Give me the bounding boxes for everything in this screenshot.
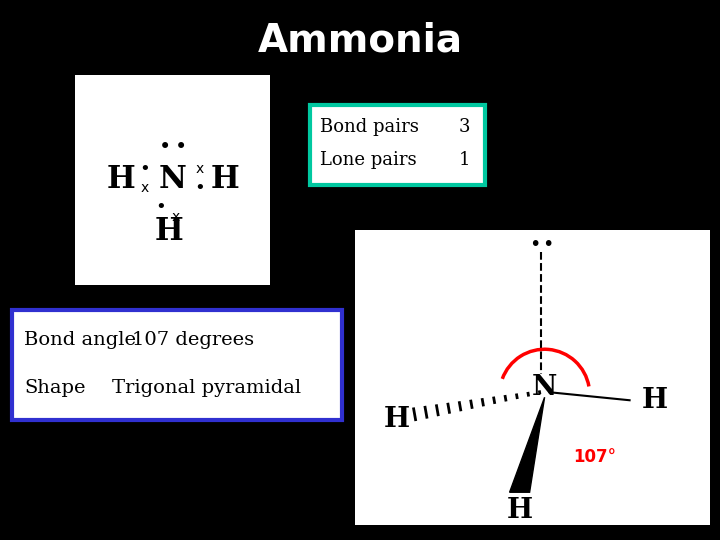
Text: H: H — [642, 387, 667, 414]
Text: N: N — [532, 374, 557, 401]
Bar — [75, 75, 270, 285]
Text: Trigonal pyramidal: Trigonal pyramidal — [112, 379, 301, 397]
Text: Shape: Shape — [24, 379, 86, 397]
Text: H: H — [384, 406, 410, 433]
Text: 3: 3 — [459, 118, 470, 136]
Text: 1: 1 — [459, 151, 470, 169]
Text: H: H — [155, 217, 184, 247]
Text: •: • — [139, 160, 150, 178]
Text: •: • — [194, 179, 205, 197]
Text: •: • — [155, 198, 166, 216]
Polygon shape — [510, 397, 544, 492]
Text: H: H — [210, 165, 239, 195]
Bar — [12, 310, 342, 420]
Text: N: N — [158, 165, 186, 195]
Bar — [310, 105, 485, 185]
Text: •: • — [158, 137, 171, 157]
Text: Bond angle: Bond angle — [24, 331, 136, 349]
Text: Bond pairs: Bond pairs — [320, 118, 419, 136]
Text: H: H — [106, 165, 135, 195]
Text: Ammonia: Ammonia — [258, 21, 462, 59]
Text: x: x — [140, 181, 148, 195]
Text: H: H — [507, 497, 533, 524]
Text: •: • — [174, 137, 186, 157]
Text: 107 degrees: 107 degrees — [132, 331, 254, 349]
Text: x: x — [195, 162, 204, 176]
Text: 107°: 107° — [573, 448, 616, 466]
Text: •: • — [542, 235, 553, 254]
Text: •: • — [529, 235, 540, 254]
Text: Lone pairs: Lone pairs — [320, 151, 417, 169]
Text: x: x — [171, 210, 179, 224]
Bar — [355, 230, 710, 525]
